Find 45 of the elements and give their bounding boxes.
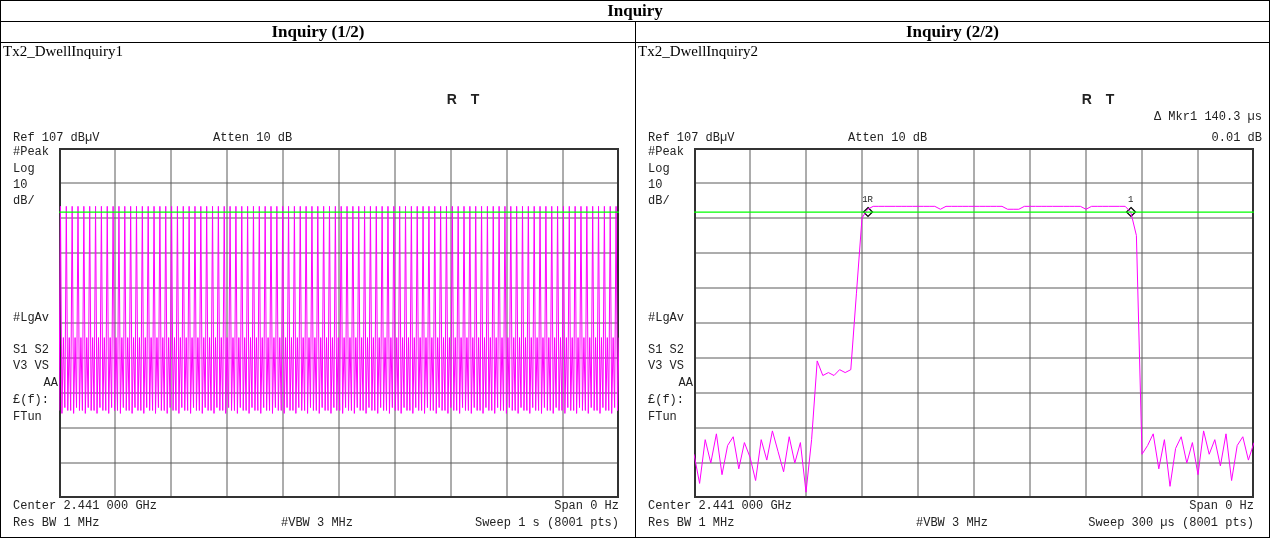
text: #LgAv [648, 311, 685, 325]
text: AA [678, 376, 693, 390]
text: Span 0 Hz [554, 499, 619, 513]
text: £(f): [13, 393, 50, 407]
text: V3 VS [13, 359, 50, 373]
text: Center 2.441 000 GHz [13, 499, 158, 513]
text: S1 S2 [13, 343, 50, 357]
text: Res BW 1 MHz [13, 516, 100, 530]
text: dB/ [648, 194, 670, 208]
text: Sweep 300 µs (8001 pts) [1088, 516, 1254, 530]
text: Log [648, 162, 670, 176]
text: Center 2.441 000 GHz [648, 499, 793, 513]
text: R T [446, 91, 480, 107]
text: #VBW 3 MHz [281, 516, 354, 530]
chart-title: Inquiry (2/2) [636, 22, 1269, 43]
text: #Peak [13, 145, 50, 159]
text: 0.01 dB [1211, 131, 1262, 145]
text: FTun [648, 410, 677, 424]
text: R T [1081, 91, 1115, 107]
annotation: 1 [1128, 194, 1134, 208]
text: Res BW 1 MHz [648, 516, 735, 530]
text: V3 VS [648, 359, 685, 373]
text: Span 0 Hz [1189, 499, 1254, 513]
text: AA [43, 376, 58, 390]
text: £(f): [648, 393, 685, 407]
chart-title: Inquiry (1/2) [1, 22, 635, 43]
text: dB/ [13, 194, 35, 208]
text: 10 [648, 178, 663, 192]
text: Inquiry [607, 1, 663, 20]
annotation: 1R [862, 194, 873, 208]
text: FTun [13, 410, 42, 424]
text: #Peak [648, 145, 685, 159]
text: Ref 107 dBµV [13, 131, 100, 145]
text: 10 [13, 178, 28, 192]
text: Atten 10 dB [848, 131, 928, 145]
text: Ref 107 dBµV [648, 131, 735, 145]
text: #LgAv [13, 311, 50, 325]
text: S1 S2 [648, 343, 685, 357]
text: Log [13, 162, 35, 176]
chart-subtitle: Tx2_DwellInquiry2 [638, 43, 758, 60]
text: Sweep 1 s (8001 pts) [474, 516, 619, 530]
text: Atten 10 dB [213, 131, 293, 145]
text: #VBW 3 MHz [916, 516, 989, 530]
chart-subtitle: Tx2_DwellInquiry1 [3, 43, 123, 60]
text: Δ Mkr1 140.3 µs [1153, 110, 1262, 124]
